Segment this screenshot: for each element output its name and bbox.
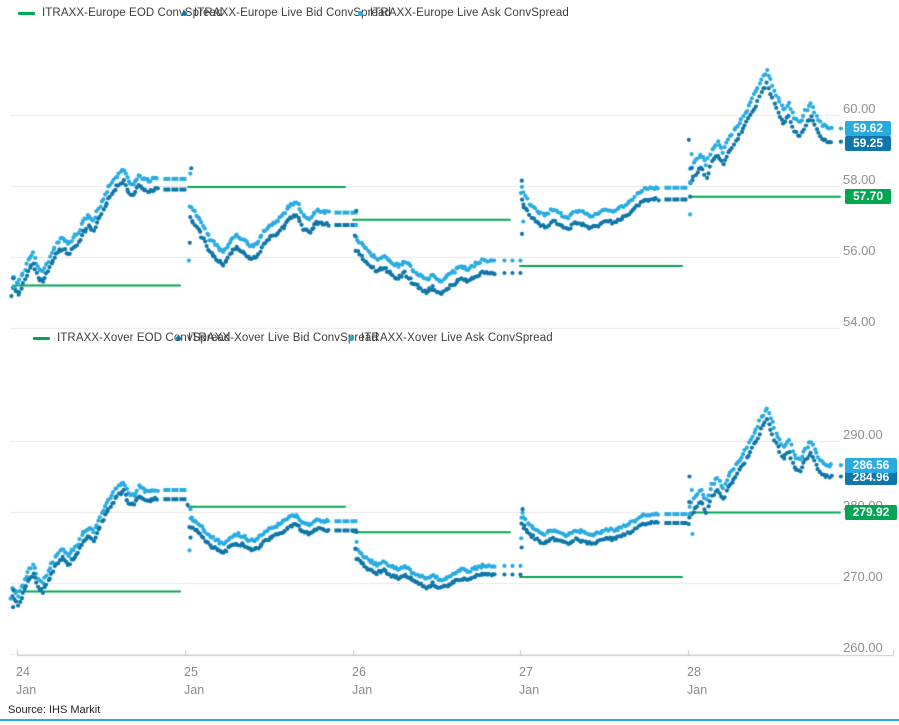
bottom-rule bbox=[0, 719, 899, 721]
legend-label: ITRAXX-Europe EOD ConvSpread bbox=[42, 7, 223, 19]
legend-label: ITRAXX-Europe Live Ask ConvSpread bbox=[370, 7, 569, 19]
x-tick-label: 27 Jan bbox=[519, 665, 540, 697]
last-bid-badge: 59.25 bbox=[845, 136, 891, 151]
ask-dot-marker-icon bbox=[358, 10, 363, 16]
y-tick-label: 60.00 bbox=[843, 101, 876, 116]
source-attribution: Source: IHS Markit bbox=[8, 704, 101, 716]
legend-item-xover-ask[interactable]: ITRAXX-Xover Live Ask ConvSpread bbox=[349, 332, 553, 344]
legend-label: ITRAXX-Xover EOD ConvSpread bbox=[57, 332, 231, 344]
x-tick-label: 26 Jan bbox=[352, 665, 373, 697]
y-tick-label: 260.00 bbox=[843, 640, 883, 655]
legend-label: ITRAXX-Xover Live Bid ConvSpread bbox=[188, 332, 378, 344]
x-tick-label: 24 Jan bbox=[16, 665, 37, 697]
legend-item-europe-eod[interactable]: ITRAXX-Europe EOD ConvSpread bbox=[18, 7, 223, 19]
eod-dash-marker-icon bbox=[18, 11, 35, 15]
bid-dot-marker-icon bbox=[182, 10, 187, 16]
legend-item-europe-ask[interactable]: ITRAXX-Europe Live Ask ConvSpread bbox=[358, 7, 569, 19]
eod-value-badge: 57.70 bbox=[845, 189, 891, 204]
x-tick-label: 28 Jan bbox=[687, 665, 708, 697]
y-tick-label: 54.00 bbox=[843, 314, 876, 329]
legend-label: ITRAXX-Europe Live Bid ConvSpread bbox=[194, 7, 391, 19]
y-tick-label: 58.00 bbox=[843, 172, 876, 187]
eod-dash-marker-icon bbox=[33, 336, 50, 340]
last-ask-badge: 59.62 bbox=[845, 121, 891, 136]
legend-label: ITRAXX-Xover Live Ask ConvSpread bbox=[361, 332, 553, 344]
legend-item-europe-bid[interactable]: ITRAXX-Europe Live Bid ConvSpread bbox=[182, 7, 391, 19]
last-bid-badge: 284.96 bbox=[845, 470, 897, 485]
bid-dot-marker-icon bbox=[176, 335, 181, 341]
legend-item-xover-eod[interactable]: ITRAXX-Xover EOD ConvSpread bbox=[33, 332, 230, 344]
last-ask-badge: 286.56 bbox=[845, 458, 897, 473]
y-tick-label: 56.00 bbox=[843, 243, 876, 258]
legend-item-xover-bid[interactable]: ITRAXX-Xover Live Bid ConvSpread bbox=[176, 332, 378, 344]
y-tick-label: 290.00 bbox=[843, 427, 883, 442]
x-tick-label: 25 Jan bbox=[184, 665, 205, 697]
ask-dot-marker-icon bbox=[349, 335, 354, 341]
y-tick-label: 270.00 bbox=[843, 569, 883, 584]
eod-value-badge: 279.92 bbox=[845, 505, 897, 520]
